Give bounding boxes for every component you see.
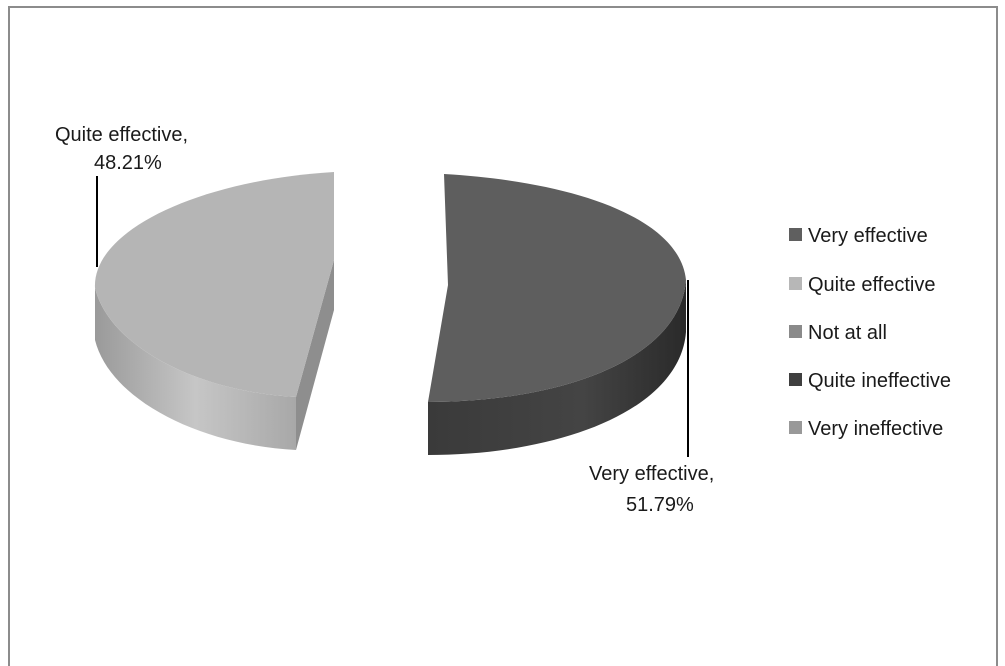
legend-swatch-quite-effective [789,277,802,290]
legend-swatch-very-effective [789,228,802,241]
slice-quite-effective-wall [296,260,334,450]
pie-chart: Quite effective, 48.21% Very effective, … [55,124,951,516]
slice-very-effective-top [428,174,686,402]
legend-label-very-ineffective: Very ineffective [808,418,943,440]
legend: Very effective Quite effective Not at al… [789,225,951,440]
slice-quite-effective [94,172,334,450]
data-label-quite-effective-value: 48.21% [94,152,162,174]
legend-swatch-very-ineffective [789,421,802,434]
slice-quite-effective-top [94,172,334,397]
legend-swatch-not-at-all [789,325,802,338]
data-label-very-effective-value: 51.79% [626,494,694,516]
legend-swatch-quite-ineffective [789,373,802,386]
legend-label-quite-effective: Quite effective [808,274,935,296]
legend-label-very-effective: Very effective [808,225,928,247]
slice-quite-effective-side [95,288,296,450]
slice-very-effective [428,174,686,455]
legend-label-quite-ineffective: Quite ineffective [808,370,951,392]
slice-very-effective-side [428,280,686,455]
data-label-quite-effective-name: Quite effective, [55,124,188,146]
legend-label-not-at-all: Not at all [808,322,887,344]
data-label-very-effective-name: Very effective, [589,463,714,485]
